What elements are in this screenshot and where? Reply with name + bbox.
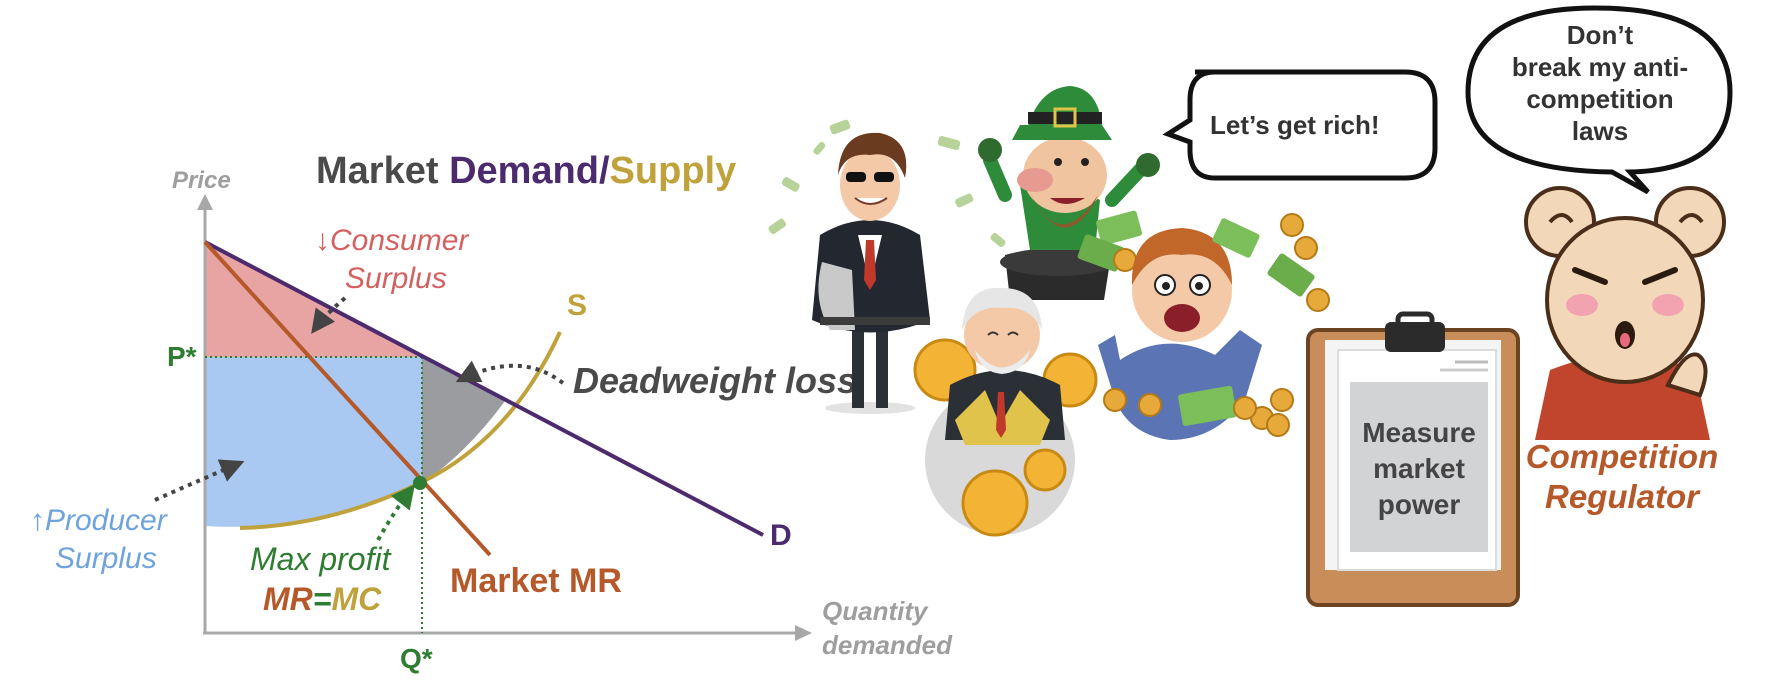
title-market: Market — [316, 150, 449, 192]
consumer-surplus-arrow: ↓ — [315, 224, 330, 257]
speech-bubble-regulator-line3: competition — [1526, 84, 1673, 114]
mr-equals-mc-label: MR=MC — [263, 581, 382, 617]
quantity-axis-arrowhead — [795, 625, 812, 641]
mc-part: MC — [331, 581, 382, 617]
deadweight-loss-label: Deadweight loss — [573, 360, 857, 401]
quantity-marker-label: Q* — [400, 643, 433, 674]
market-mr-curve — [203, 240, 492, 557]
clipboard: Measure market power — [1306, 311, 1520, 607]
regulator-label-line2: Regulator — [1545, 478, 1701, 515]
title-demand: Demand — [449, 150, 599, 192]
price-axis-arrowhead — [197, 194, 213, 210]
speech-bubble-regulator: Don’t break my anti- competition laws — [1465, 5, 1733, 195]
price-axis-label: Price — [172, 167, 231, 194]
consumer-surplus-label-line2: Surplus — [345, 262, 447, 295]
demand-curve — [204, 240, 764, 537]
old-man-character — [913, 287, 1098, 537]
consumer-surplus-word1: Consumer — [330, 224, 469, 257]
deadweight-loss-area — [422, 357, 505, 483]
speech-bubble-rich: Let’s get rich! — [1162, 69, 1438, 181]
speech-bubble-regulator-line2: break my anti- — [1512, 52, 1688, 82]
deadweight-loss-pointer — [455, 360, 565, 385]
producer-surplus-arrow: ↑ — [30, 504, 45, 537]
quantity-axis-label-line2: demanded — [822, 630, 953, 660]
producer-surplus-pointer — [154, 459, 245, 502]
price-marker-label: P* — [167, 341, 197, 372]
producer-surplus-word1: Producer — [45, 504, 168, 537]
max-profit-label: Max profit — [250, 541, 392, 577]
title-supply: Supply — [610, 150, 737, 192]
leprechaun-character — [978, 86, 1160, 300]
max-profit-pointer — [376, 484, 415, 541]
title-slash: / — [599, 150, 610, 192]
producer-surplus-area — [205, 357, 422, 527]
regulator-bear-character — [1524, 186, 1726, 440]
clipboard-line3: power — [1378, 489, 1461, 520]
boy-character — [1098, 213, 1330, 440]
speech-bubble-regulator-line4: laws — [1572, 116, 1628, 146]
diagram-title: Market Demand/Supply — [316, 150, 736, 192]
demand-label: D — [770, 519, 792, 552]
mr-part: MR — [263, 581, 313, 617]
money-confetti — [768, 119, 1006, 247]
speech-bubble-rich-text: Let’s get rich! — [1210, 110, 1380, 140]
equals-part: = — [313, 581, 332, 617]
quantity-axis-label-line1: Quantity — [822, 596, 929, 626]
speech-bubble-regulator-line1: Don’t — [1567, 20, 1634, 50]
businessman-character — [812, 132, 930, 414]
producer-surplus-label-line2: Surplus — [55, 542, 157, 575]
market-mr-label: Market MR — [450, 562, 622, 600]
equilibrium-point — [413, 476, 427, 490]
producer-surplus-label-line1: ↑Producer — [30, 504, 168, 537]
consumer-surplus-label-line1: ↓Consumer — [315, 224, 469, 257]
clipboard-line2: market — [1373, 453, 1465, 484]
regulator-label-line1: Competition — [1526, 438, 1718, 475]
clipboard-line1: Measure — [1362, 417, 1476, 448]
supply-label: S — [567, 289, 587, 322]
